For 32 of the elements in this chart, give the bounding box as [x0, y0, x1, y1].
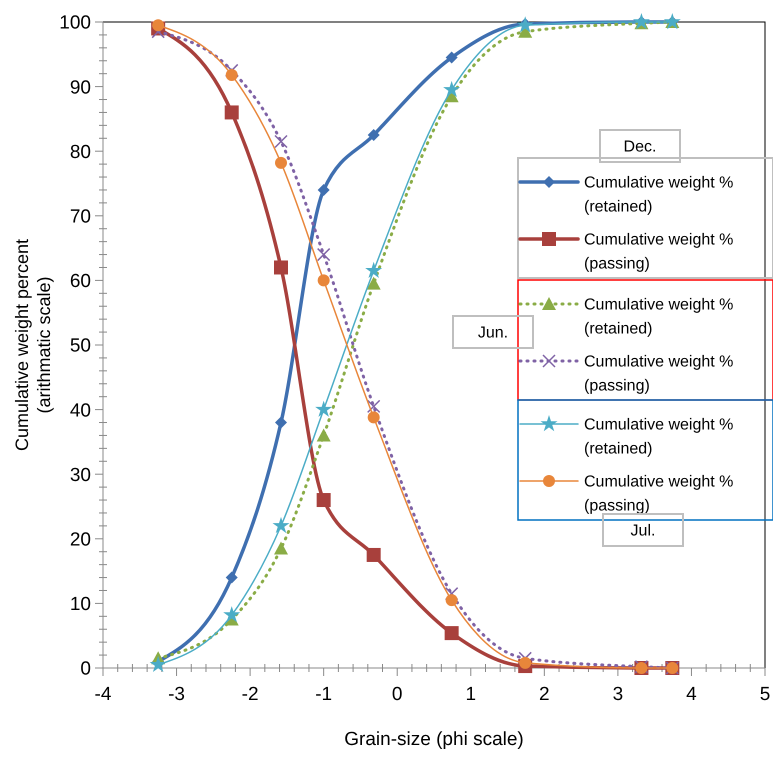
legend-label: Cumulative weight % (retained) — [584, 174, 734, 216]
y-tick-label: 0 — [80, 658, 91, 680]
x-tick-label: 0 — [392, 684, 403, 705]
x-tick-label: 1 — [465, 684, 476, 705]
legend-label: Cumulative weight % (retained) — [584, 416, 734, 458]
legend-label: Cumulative weight % (retained) — [584, 296, 734, 338]
legend-label: Cumulative weight % (passing) — [584, 354, 734, 395]
legend-label: Cumulative weight % (passing) — [584, 474, 734, 515]
y-tick-label: 80 — [70, 142, 91, 163]
x-tick-label: 4 — [686, 684, 698, 705]
x-axis-title: Grain-size (phi scale) — [344, 729, 524, 750]
y-tick-label: 30 — [70, 464, 91, 486]
x-tick-label: -3 — [168, 684, 186, 705]
y-tick-label: 20 — [70, 529, 91, 550]
y-tick-label: 40 — [70, 400, 91, 422]
x-tick-label: -1 — [315, 684, 332, 705]
x-tick-label: 5 — [760, 684, 770, 705]
x-tick-label: 3 — [612, 684, 624, 705]
annotation: Jun. — [478, 324, 508, 342]
y-tick-label: 100 — [59, 12, 91, 34]
y-tick-label: 50 — [70, 336, 91, 357]
y-tick-label: 70 — [70, 206, 91, 228]
y-tick-label: 10 — [70, 594, 91, 616]
legend-label: Cumulative weight % (passing) — [584, 232, 734, 273]
x-tick-label: 2 — [539, 684, 550, 705]
annotation: Jul. — [630, 522, 656, 540]
x-tick-label: -2 — [242, 684, 259, 705]
x-tick-label: -4 — [94, 684, 112, 705]
y-tick-label: 60 — [70, 271, 91, 292]
y-tick-label: 90 — [70, 77, 91, 98]
y-axis-title: Cumulative weight percent (arithmatic scale) — [12, 238, 54, 452]
annotation: Dec. — [624, 138, 656, 156]
